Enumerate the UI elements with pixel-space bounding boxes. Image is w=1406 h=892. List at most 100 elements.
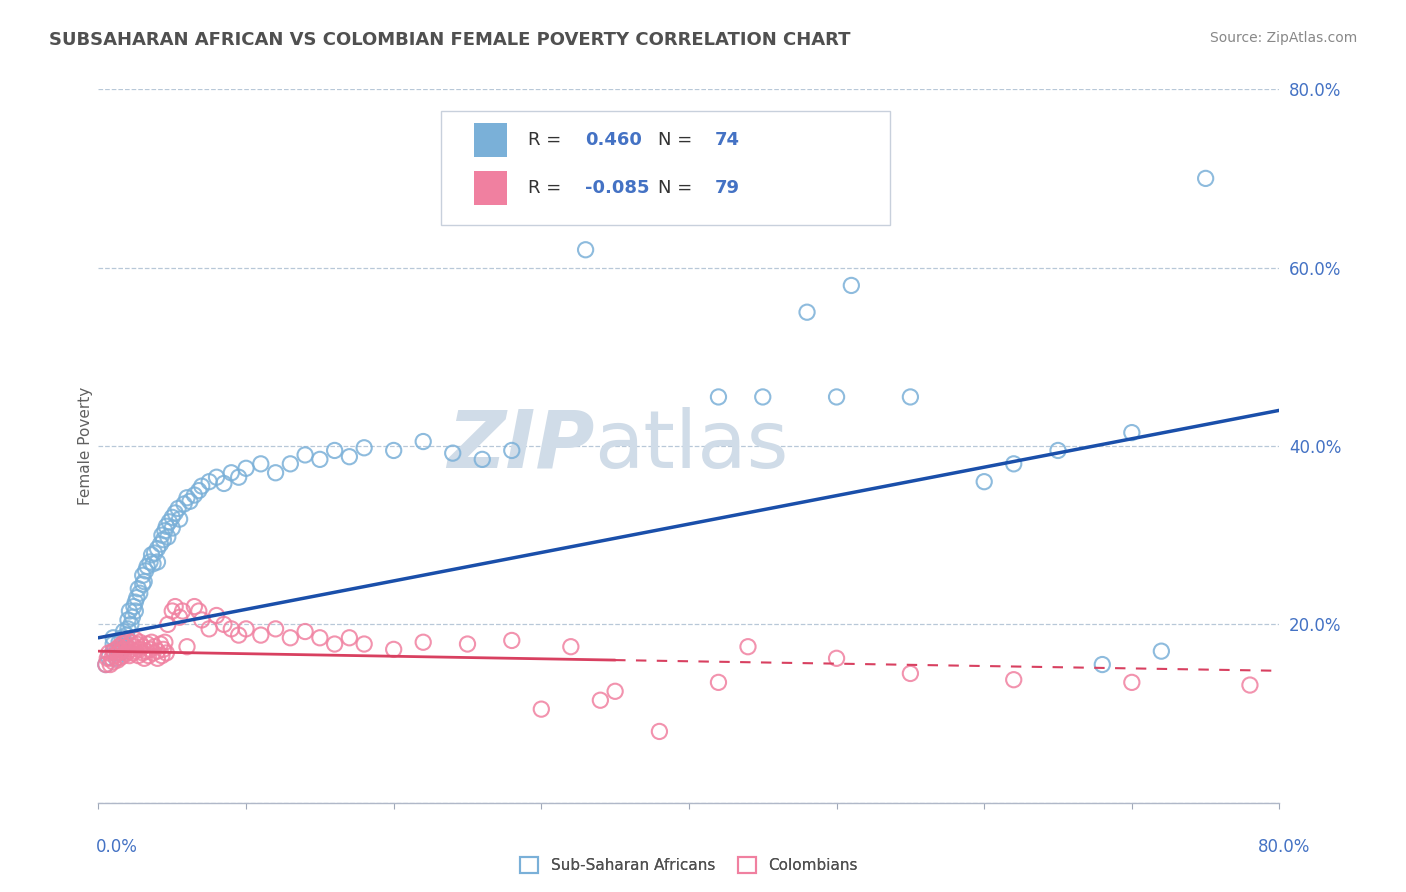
Point [110, 650, 132, 665]
Point [135, 644, 157, 658]
Point [501, 633, 523, 648]
Point [412, 635, 434, 649]
Point [1121, 675, 1143, 690]
Point [264, 466, 287, 480]
Point [121, 610, 143, 624]
Text: N =: N = [658, 131, 699, 149]
Point [205, 470, 228, 484]
Point [134, 651, 156, 665]
Point [471, 452, 494, 467]
Point [560, 640, 582, 654]
Point [111, 631, 134, 645]
Point [191, 613, 214, 627]
Point [114, 637, 136, 651]
Point [122, 640, 145, 654]
Point [125, 637, 148, 651]
Point [212, 617, 235, 632]
Point [107, 642, 129, 657]
Point [264, 622, 287, 636]
Point [97, 650, 120, 665]
Point [124, 632, 146, 647]
Point [152, 642, 174, 657]
Point [198, 475, 221, 489]
FancyBboxPatch shape [474, 170, 508, 205]
Point [136, 559, 159, 574]
Point [737, 640, 759, 654]
Text: SUBSAHARAN AFRICAN VS COLOMBIAN FEMALE POVERTY CORRELATION CHART: SUBSAHARAN AFRICAN VS COLOMBIAN FEMALE P… [49, 31, 851, 49]
Point [167, 501, 190, 516]
Point [412, 434, 434, 449]
Point [841, 278, 863, 293]
Point [103, 655, 125, 669]
Point [117, 622, 139, 636]
Point [169, 610, 191, 624]
FancyBboxPatch shape [474, 123, 508, 157]
Point [179, 494, 201, 508]
Point [136, 637, 159, 651]
Point [323, 637, 346, 651]
Point [150, 648, 173, 663]
Point [156, 530, 179, 544]
Point [120, 635, 142, 649]
Point [156, 617, 179, 632]
Point [141, 635, 163, 649]
Point [1002, 673, 1025, 687]
Point [162, 604, 183, 618]
Point [1002, 457, 1025, 471]
Point [530, 702, 553, 716]
Point [134, 574, 156, 589]
Point [212, 476, 235, 491]
Point [153, 635, 176, 649]
Point [1239, 678, 1261, 692]
Text: 0.0%: 0.0% [96, 838, 138, 856]
Point [1195, 171, 1218, 186]
Point [157, 515, 180, 529]
Point [172, 604, 194, 618]
Point [219, 466, 242, 480]
Point [98, 657, 121, 672]
Point [183, 488, 205, 502]
Point [124, 595, 146, 609]
Point [104, 648, 127, 663]
Point [100, 651, 122, 665]
Point [115, 640, 138, 654]
Point [139, 642, 162, 657]
Point [146, 541, 169, 556]
Point [309, 452, 332, 467]
Point [235, 622, 257, 636]
Point [825, 390, 848, 404]
Point [125, 591, 148, 605]
Point [115, 628, 138, 642]
Point [382, 443, 405, 458]
Point [353, 637, 375, 651]
Text: R =: R = [529, 131, 567, 149]
Point [900, 666, 922, 681]
Point [796, 305, 818, 319]
Text: -0.085: -0.085 [585, 178, 650, 196]
Point [110, 646, 132, 660]
Point [183, 599, 205, 614]
Point [339, 450, 360, 464]
Point [191, 479, 214, 493]
Point [900, 390, 922, 404]
Point [112, 642, 135, 657]
Point [165, 599, 187, 614]
Point [173, 497, 195, 511]
Point [143, 546, 166, 560]
Point [108, 635, 131, 649]
Point [105, 642, 128, 657]
Text: Source: ZipAtlas.com: Source: ZipAtlas.com [1209, 31, 1357, 45]
Point [110, 644, 132, 658]
Point [120, 617, 142, 632]
Point [309, 631, 332, 645]
Point [117, 633, 139, 648]
Point [278, 631, 302, 645]
Point [441, 446, 464, 460]
Point [103, 637, 125, 651]
Point [1150, 644, 1173, 658]
Text: atlas: atlas [595, 407, 789, 485]
Point [107, 646, 129, 660]
Point [1121, 425, 1143, 440]
Text: 79: 79 [714, 178, 740, 196]
FancyBboxPatch shape [441, 111, 890, 225]
